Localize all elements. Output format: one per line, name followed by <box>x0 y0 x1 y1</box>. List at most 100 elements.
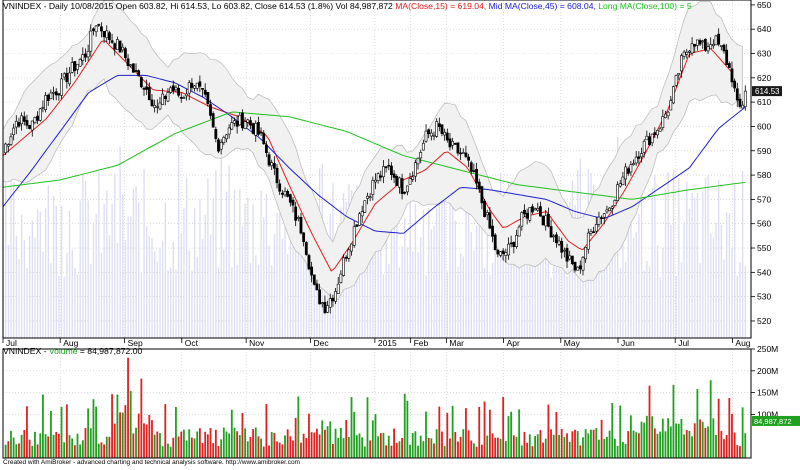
price-volume-overlay-bar <box>92 222 95 338</box>
volume-bar <box>467 430 470 458</box>
candle-body <box>730 68 734 83</box>
candle-body <box>661 116 665 128</box>
price-volume-overlay-bar <box>547 205 550 338</box>
volume-bar <box>79 444 82 458</box>
volume-bar <box>688 430 691 458</box>
price-volume-overlay-bar <box>68 210 71 338</box>
candle-body <box>97 24 101 26</box>
price-volume-overlay-bar <box>276 212 278 338</box>
price-volume-overlay-bar <box>114 173 116 338</box>
volume-bar <box>539 430 542 458</box>
price-volume-overlay-bar <box>175 269 177 338</box>
candle-body <box>453 143 457 145</box>
price-volume-overlay-bar <box>303 259 305 338</box>
volume-bar <box>124 405 127 458</box>
price-volume-overlay-bar <box>55 206 57 338</box>
volume-bar <box>113 423 116 458</box>
price-volume-overlay-bar <box>287 254 289 338</box>
volume-bar <box>68 435 71 458</box>
volume-bar <box>411 432 414 458</box>
candle-body <box>278 183 282 192</box>
price-volume-overlay-bar <box>611 195 613 338</box>
date-tick-label: Jul <box>678 338 689 348</box>
candle-body <box>116 39 119 50</box>
volume-bar <box>427 438 430 458</box>
price-volume-overlay-bar <box>598 250 600 338</box>
volume-symbol-label: VNINDEX <box>3 346 42 356</box>
candle-body <box>241 112 244 129</box>
candle-body <box>613 200 617 206</box>
price-volume-overlay-bar <box>396 173 398 338</box>
price-tick-label: 590 <box>757 146 771 156</box>
price-volume-overlay-bar <box>172 241 174 338</box>
volume-bar <box>385 445 388 458</box>
candle-body <box>360 211 364 217</box>
candle-body <box>30 120 34 131</box>
candle-body <box>560 241 564 253</box>
price-volume-overlay-bar <box>627 218 629 338</box>
candle-body <box>177 88 180 96</box>
candle-body <box>249 120 252 126</box>
volume-bar <box>728 397 731 458</box>
candle-body <box>171 85 175 92</box>
price-volume-overlay-bar <box>651 187 653 338</box>
candle-body <box>222 136 226 144</box>
candle-body <box>4 143 8 154</box>
candle-body <box>259 131 263 134</box>
price-volume-overlay-bar <box>257 264 260 338</box>
price-volume-overlay-bar <box>271 265 273 338</box>
candle-body <box>9 136 13 145</box>
volume-bar <box>355 435 358 458</box>
volume-bar <box>614 438 616 458</box>
candle-body <box>690 43 694 54</box>
volume-bar <box>422 441 425 458</box>
candle-body <box>392 173 396 178</box>
candle-body <box>296 217 300 219</box>
volume-bar <box>236 431 239 458</box>
volume-bar <box>246 441 249 458</box>
candle-body <box>352 226 356 246</box>
volume-bar <box>143 423 145 458</box>
volume-bar <box>177 436 180 458</box>
volume-tick-label: 100M <box>757 409 778 419</box>
price-volume-overlay-bar <box>26 267 28 338</box>
volume-bar <box>252 429 254 458</box>
price-volume-overlay-bar <box>731 248 733 338</box>
candle-body <box>536 208 540 211</box>
volume-bar <box>443 446 446 458</box>
volume-bar <box>164 404 167 458</box>
price-volume-overlay-bar <box>675 275 677 338</box>
price-volume-overlay-bar <box>231 267 233 338</box>
volume-bar <box>257 436 260 458</box>
price-volume-overlay-bar <box>550 277 552 338</box>
volume-bar <box>371 420 374 458</box>
volume-bar <box>326 426 329 458</box>
candle-body <box>102 31 106 38</box>
price-volume-overlay-bar <box>76 274 79 338</box>
volume-bar <box>438 406 441 458</box>
volume-bar <box>26 406 28 458</box>
volume-bar <box>470 440 473 458</box>
price-volume-overlay-bar <box>236 264 238 338</box>
price-volume-overlay-bar <box>111 203 113 338</box>
candle-body <box>541 216 545 226</box>
volume-bar <box>520 445 523 458</box>
candle-body <box>677 73 681 76</box>
volume-bar <box>696 389 699 458</box>
volume-bar <box>159 433 161 458</box>
candle-body <box>709 44 713 50</box>
candle-body <box>509 242 513 245</box>
candle-body <box>719 45 723 47</box>
candle-body <box>390 165 393 175</box>
candle-body <box>581 257 585 271</box>
volume-bar <box>648 385 651 458</box>
date-tick-label: Apr <box>507 338 520 348</box>
volume-bar <box>736 445 739 458</box>
price-volume-overlay-bar <box>15 235 18 338</box>
candle-body <box>408 178 412 185</box>
ma-line-1 <box>2 74 746 234</box>
price-volume-overlay-bar <box>686 181 688 338</box>
candle-body <box>25 120 29 126</box>
price-volume-overlay-bar <box>726 212 728 338</box>
